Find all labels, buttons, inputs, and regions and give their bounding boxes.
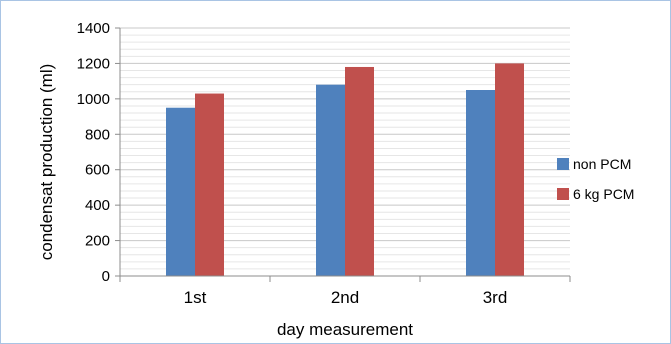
y-tick-label: 400 bbox=[85, 197, 110, 214]
y-tick-label: 800 bbox=[85, 126, 110, 143]
x-tick-label: 1st bbox=[184, 288, 207, 307]
bar-6-kg-pcm-2nd bbox=[345, 66, 374, 276]
bar-non-pcm-3rd bbox=[466, 90, 495, 276]
legend-label: 6 kg PCM bbox=[573, 186, 634, 202]
x-tick-label: 3rd bbox=[483, 288, 508, 307]
y-tick-label: 1200 bbox=[77, 55, 110, 72]
axes bbox=[115, 27, 571, 282]
bar-non-pcm-1st bbox=[166, 107, 195, 276]
y-tick-label: 600 bbox=[85, 162, 110, 179]
legend-label: non PCM bbox=[573, 156, 631, 172]
y-tick-label: 200 bbox=[85, 233, 110, 250]
y-tick-label: 1400 bbox=[77, 20, 110, 37]
x-tick-labels: 1st 2nd 3rd bbox=[184, 288, 508, 307]
x-tick-label: 2nd bbox=[331, 288, 359, 307]
y-tick-label: 1000 bbox=[77, 91, 110, 108]
y-axis-title: condensat production (ml) bbox=[37, 64, 56, 261]
legend-swatch bbox=[557, 158, 569, 170]
bars-group bbox=[166, 63, 524, 277]
x-axis-title: day measurement bbox=[277, 320, 413, 339]
bar-non-pcm-2nd bbox=[316, 84, 345, 276]
bar-6-kg-pcm-1st bbox=[195, 93, 224, 277]
y-tick-labels: 0 200 400 600 800 1000 1200 1400 bbox=[77, 20, 110, 285]
legend: non PCM 6 kg PCM bbox=[557, 156, 634, 202]
bar-6-kg-pcm-3rd bbox=[495, 63, 524, 276]
legend-swatch bbox=[557, 188, 569, 200]
y-tick-label: 0 bbox=[102, 268, 110, 285]
